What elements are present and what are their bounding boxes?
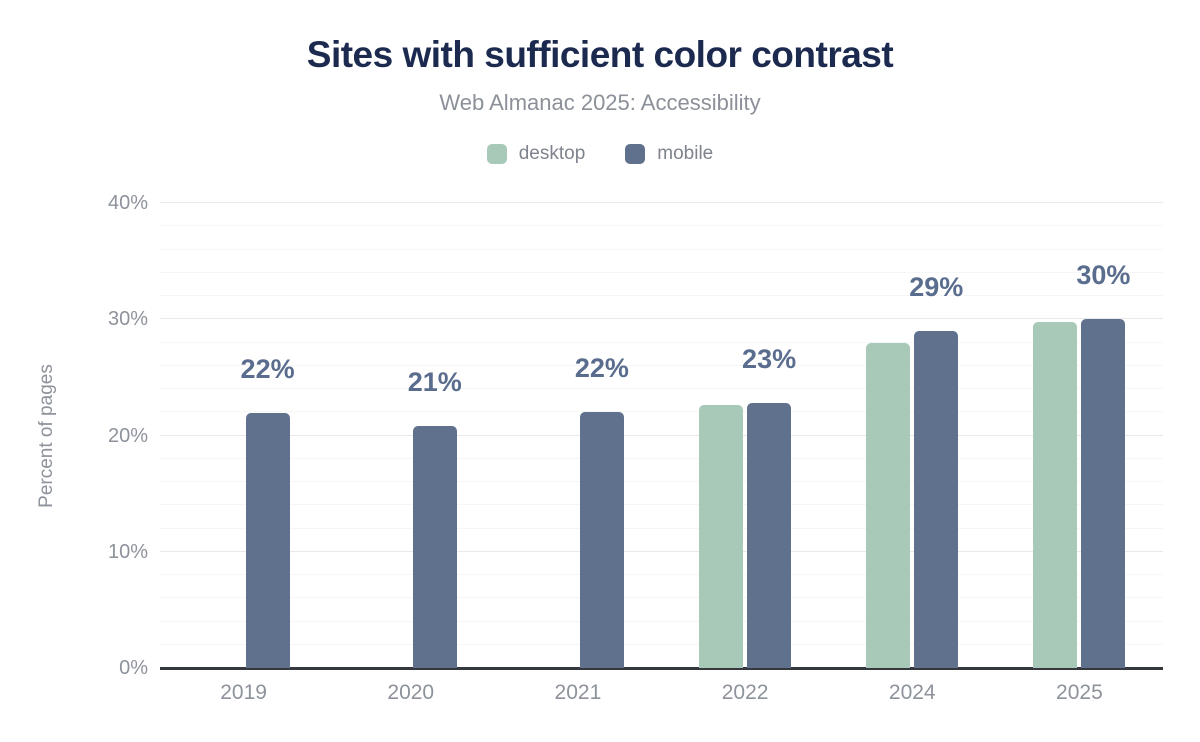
x-tick-label-2019: 2019 — [220, 681, 267, 704]
bar-desktop-2022[interactable] — [699, 405, 744, 668]
gridline-minor — [160, 341, 1163, 343]
empty-desktop-slot-2021 — [532, 667, 576, 668]
gridline-minor — [160, 364, 1163, 366]
bar-group-2024 — [829, 203, 996, 668]
x-axis-line — [160, 667, 1163, 670]
legend-item-mobile: mobile — [625, 143, 713, 165]
value-label-2024: 29% — [909, 271, 964, 302]
bar-pair-2022 — [699, 402, 792, 668]
bar-desktop-2025[interactable] — [1033, 321, 1078, 668]
x-tick-label-2025: 2025 — [1056, 681, 1103, 704]
bar-mobile-2024[interactable] — [914, 330, 959, 668]
chart-title: Sites with sufficient color contrast — [306, 34, 894, 75]
y-tick-label: 40% — [107, 192, 148, 214]
y-tick-label: 30% — [107, 308, 148, 331]
gridline-minor — [160, 248, 1163, 250]
legend: desktop mobile — [0, 143, 1200, 165]
gridline-minor — [160, 597, 1163, 599]
gridline-major — [160, 202, 1163, 203]
gridline-minor — [160, 271, 1163, 273]
value-label-2019: 22% — [240, 354, 295, 385]
value-label-2021: 22% — [574, 353, 629, 384]
y-tick-label: 0% — [119, 657, 148, 679]
gridline-minor — [160, 504, 1163, 506]
y-tick-label: 10% — [107, 540, 148, 563]
legend-label-mobile: mobile — [657, 143, 714, 164]
bar-mobile-2025[interactable] — [1081, 319, 1126, 668]
legend-item-desktop: desktop — [486, 143, 586, 165]
bar-pair-2019 — [198, 413, 290, 668]
bar-group-2021 — [494, 203, 661, 668]
chart-subtitle: Web Almanac 2025: Accessibility — [439, 90, 761, 115]
bar-desktop-2024[interactable] — [866, 342, 911, 668]
legend-label-desktop: desktop — [518, 143, 586, 164]
gridline-minor — [160, 527, 1163, 529]
gridline-minor — [160, 574, 1163, 575]
bar-pair-2024 — [866, 330, 959, 668]
value-label-2022: 23% — [742, 343, 797, 374]
bar-pair-2021 — [532, 412, 624, 668]
gridline-minor — [160, 295, 1163, 296]
gridline-minor — [160, 481, 1163, 482]
empty-desktop-slot-2019 — [198, 667, 242, 668]
y-tick-label: 20% — [107, 424, 148, 447]
gridline-major — [160, 318, 1163, 320]
bar-mobile-2022[interactable] — [747, 402, 792, 668]
gridline-major — [160, 550, 1163, 552]
empty-desktop-slot-2020 — [365, 667, 409, 668]
value-label-2020: 21% — [407, 367, 462, 398]
gridline-minor — [160, 388, 1163, 389]
legend-swatch-mobile — [625, 144, 646, 164]
x-tick-label-2022: 2022 — [721, 681, 769, 704]
bar-pair-2025 — [1033, 319, 1126, 668]
x-tick-label-2020: 2020 — [387, 681, 435, 704]
value-label-2025: 30% — [1076, 260, 1131, 291]
gridline-minor — [160, 411, 1163, 413]
plot-area: 22% 21% 22% 23% 29% 30% — [160, 202, 1163, 670]
gridline-minor — [160, 225, 1163, 227]
legend-swatch-desktop — [486, 144, 507, 164]
gridline-minor — [160, 643, 1163, 645]
x-tick-label-2024: 2024 — [888, 681, 936, 704]
bar-mobile-2019[interactable] — [245, 413, 290, 668]
bar-mobile-2020[interactable] — [412, 426, 457, 668]
bar-mobile-2021[interactable] — [579, 412, 624, 668]
bar-group-2025 — [996, 203, 1163, 668]
bar-group-2019 — [160, 203, 327, 668]
x-tick-label-2021: 2021 — [554, 681, 602, 704]
gridline-minor — [160, 620, 1163, 622]
bar-pair-2020 — [365, 426, 457, 668]
gridline-minor — [160, 457, 1163, 459]
y-axis-title: Percent of pages — [36, 363, 57, 508]
bar-group-2020 — [327, 203, 494, 668]
gridline-major — [160, 434, 1163, 436]
bar-group-2022 — [662, 203, 829, 668]
